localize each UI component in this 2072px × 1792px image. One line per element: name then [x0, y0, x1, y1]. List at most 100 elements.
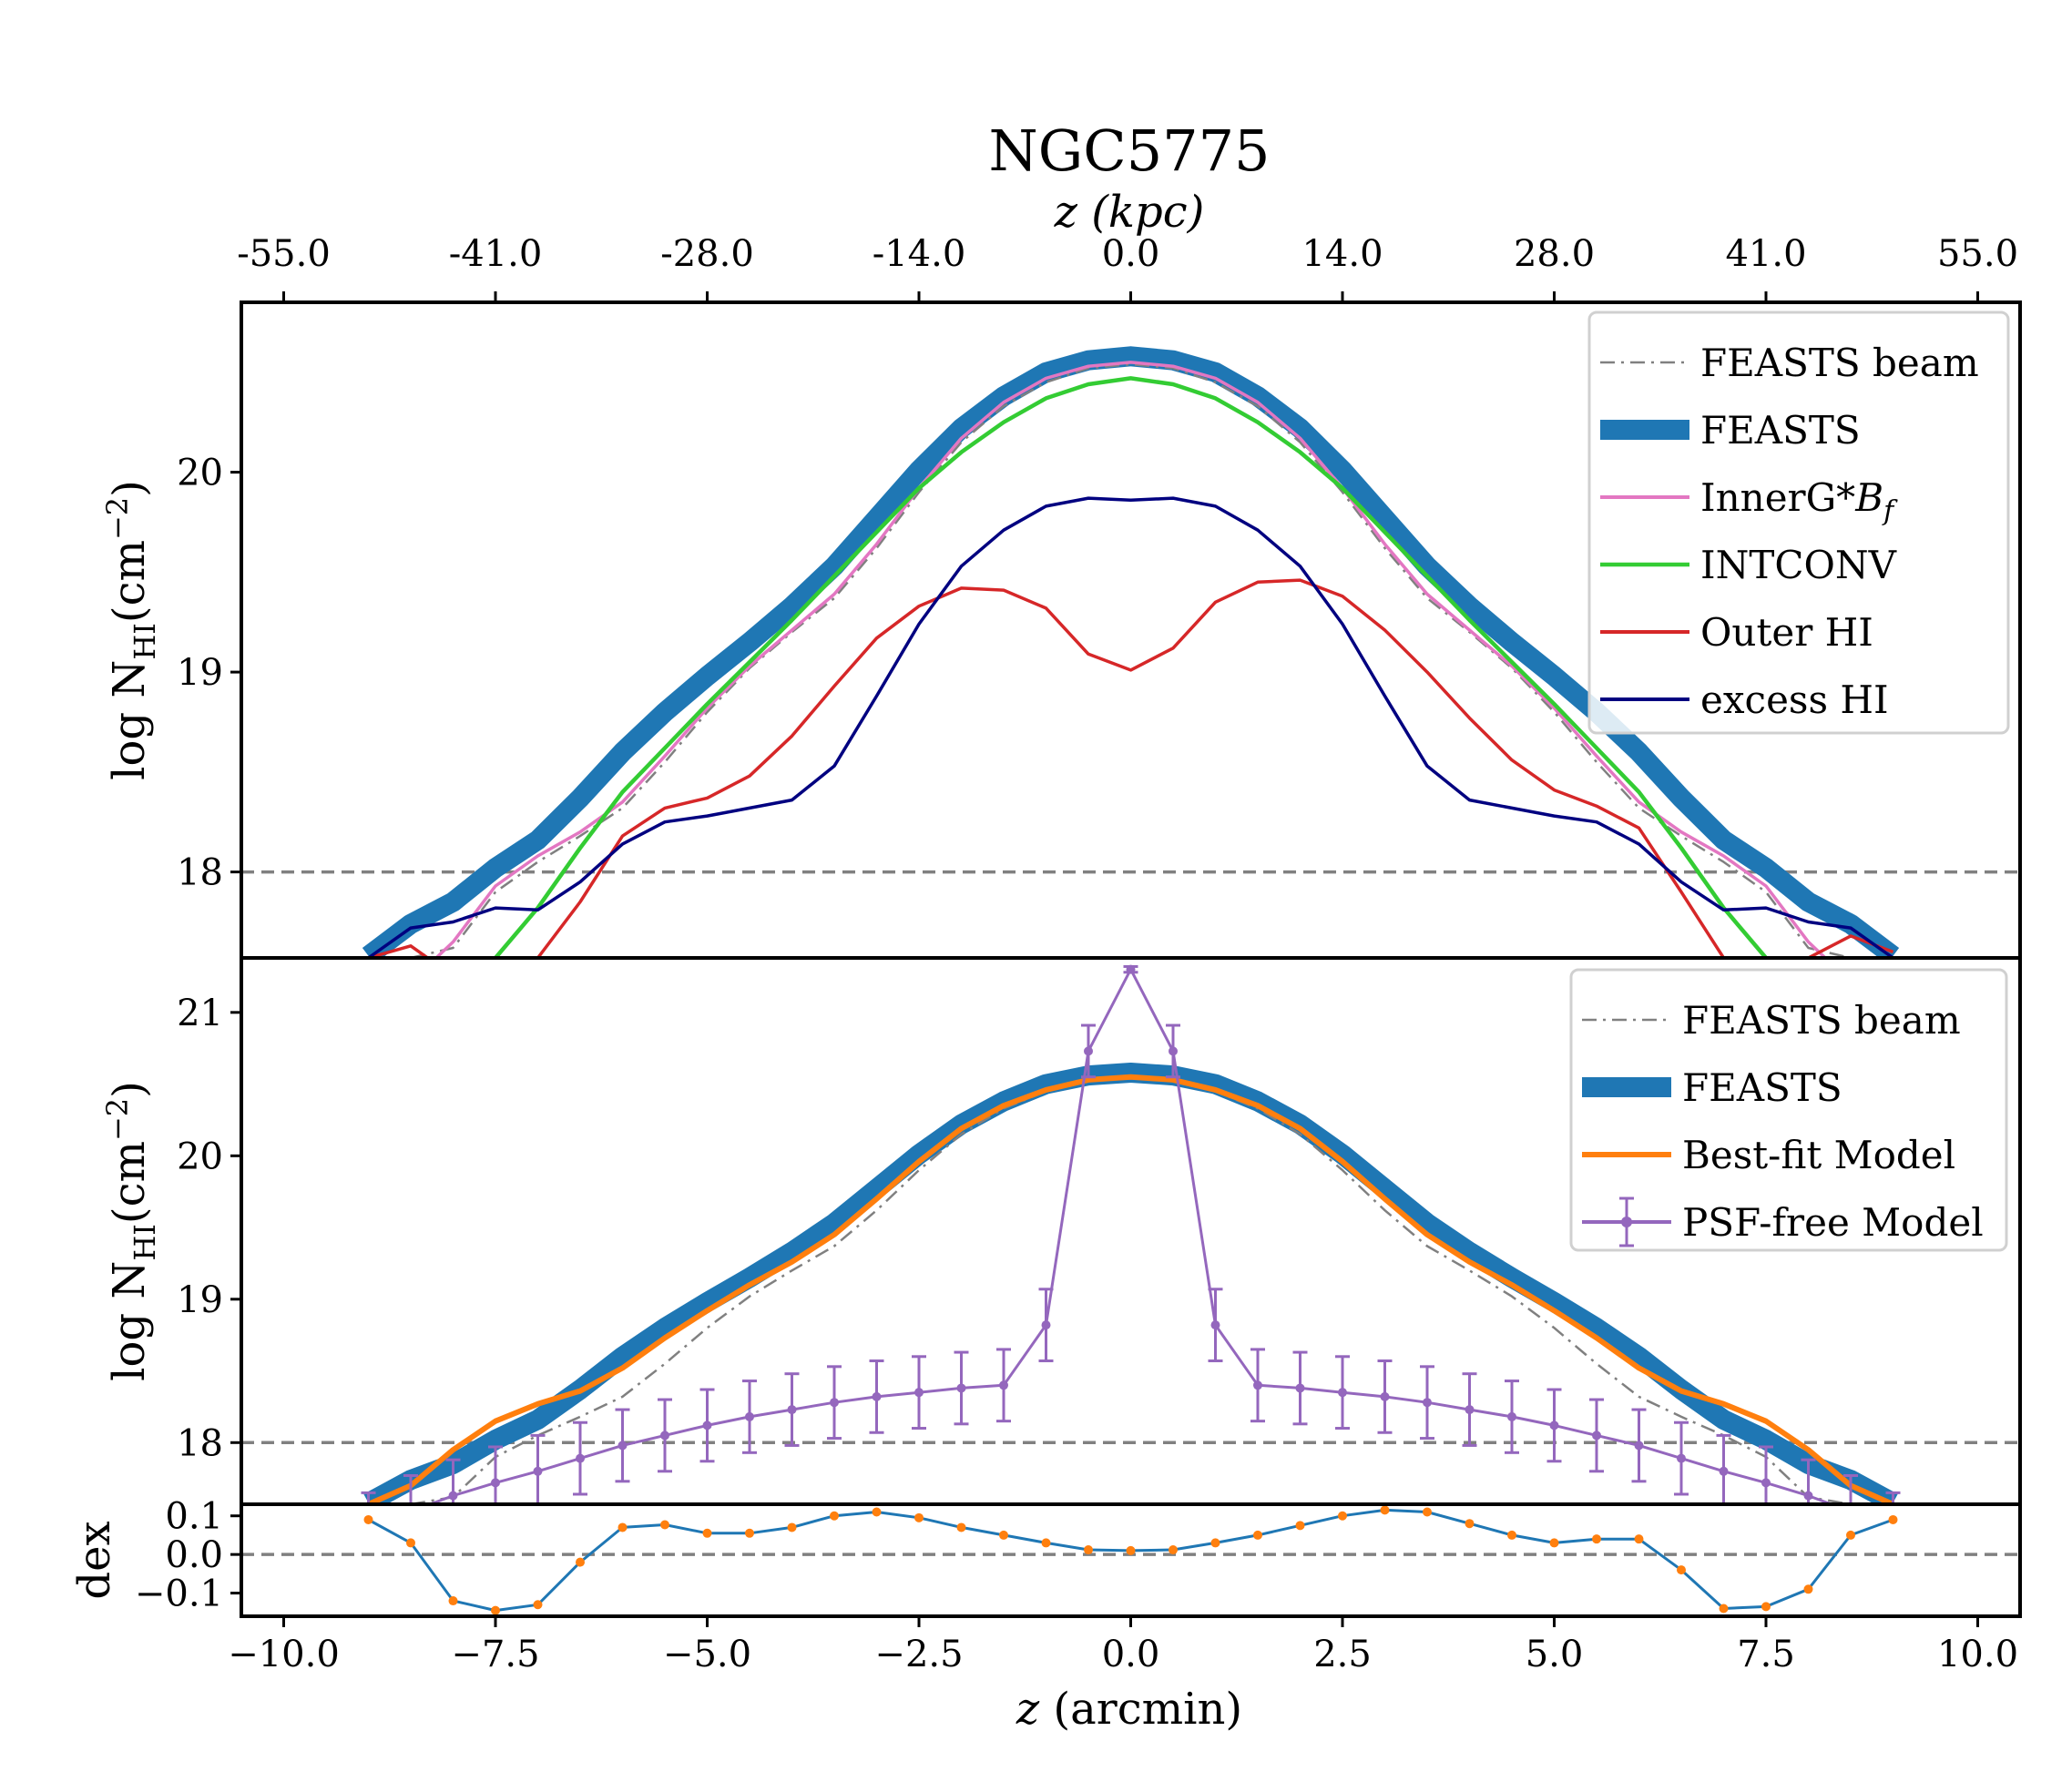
data-point [1210, 1320, 1220, 1330]
series-line-feasts_beam [410, 362, 1852, 958]
data-point [491, 1478, 500, 1488]
data-point [914, 1388, 924, 1398]
residual-point [1888, 1514, 1898, 1524]
residual-point [1803, 1584, 1813, 1594]
top-x-tick-label: 55.0 [1937, 233, 2018, 275]
data-point [1592, 1431, 1601, 1441]
top-x-tick-label: -28.0 [660, 233, 754, 275]
data-point [872, 1391, 882, 1401]
bottom-x-tick-label: −2.5 [874, 1634, 963, 1675]
residual-point [1719, 1604, 1729, 1614]
residual-point [787, 1522, 797, 1532]
legend-label: FEASTS [1682, 1065, 1842, 1110]
bottom-x-tick-label: −5.0 [663, 1634, 751, 1675]
residual-point [1380, 1505, 1390, 1515]
residual-point [914, 1512, 924, 1522]
middle-panel: 18 19 20 21 log NHI(cm−2) [100, 956, 2022, 1551]
bottom-axis-label: z (arcmin) [1016, 1684, 1242, 1735]
residual-point [533, 1600, 543, 1610]
y-tick-label: 19 [177, 1279, 223, 1321]
y-tick-label: 0.1 [165, 1496, 223, 1538]
residual-point [999, 1530, 1008, 1540]
top-axis-label: z (kpc) [1054, 187, 1205, 238]
legend-label: FEASTS [1700, 408, 1861, 453]
residual-point [618, 1522, 628, 1532]
bottom-panel-plot-area [241, 1505, 2020, 1615]
residual-point [1041, 1538, 1051, 1548]
residual-point [1338, 1511, 1347, 1521]
middle-panel-plot-area [241, 964, 2020, 1551]
residual-point [660, 1520, 669, 1530]
data-point [1253, 1380, 1262, 1390]
residual-point [956, 1522, 966, 1532]
bottom-x-tick-label: −7.5 [451, 1634, 539, 1675]
data-point [956, 1383, 966, 1393]
data-point [1295, 1383, 1305, 1393]
data-point [1169, 1046, 1178, 1056]
data-point [533, 1466, 543, 1476]
y-tick-label: −0.1 [135, 1573, 223, 1615]
data-point [1803, 1491, 1813, 1501]
residual-point [406, 1538, 415, 1548]
residual-point [1423, 1507, 1432, 1517]
y-tick-label: 18 [177, 852, 223, 894]
series-line-outer [368, 578, 1894, 958]
data-point [364, 1524, 373, 1533]
residual-point [1846, 1530, 1855, 1540]
residual-point [830, 1511, 839, 1521]
axes-frame [240, 1502, 2022, 1618]
residual-point [1592, 1534, 1601, 1544]
legend-label: FEASTS beam [1682, 998, 1961, 1043]
top-x-tick-label: 28.0 [1514, 233, 1595, 275]
data-point [322, 1542, 331, 1551]
data-point [1719, 1466, 1729, 1476]
y-tick-label: 21 [177, 993, 223, 1034]
bottom-x-tick-label: 2.5 [1313, 1634, 1372, 1675]
data-point [999, 1380, 1008, 1390]
residual-point [1761, 1602, 1771, 1612]
top-x-tick-label: -41.0 [449, 233, 543, 275]
top-panel-plot-area [241, 346, 2020, 958]
y-axis-label: log NHI(cm−2) [100, 480, 162, 780]
data-point [1338, 1388, 1347, 1398]
data-point [448, 1491, 458, 1501]
legend-label: excess HI [1700, 677, 1889, 722]
y-axis-label: dex [69, 1521, 120, 1599]
data-point [1549, 1420, 1559, 1431]
series-line-feasts [363, 1063, 1898, 1504]
residual-point [1634, 1534, 1644, 1544]
data-point [406, 1507, 415, 1516]
legend-label: Best-fit Model [1682, 1133, 1955, 1177]
data-point [1677, 1453, 1686, 1463]
data-point [1041, 1320, 1051, 1330]
residual-point [1465, 1519, 1475, 1529]
data-point [1084, 1046, 1093, 1056]
data-point [745, 1411, 754, 1421]
bottom-x-tick-label: 5.0 [1526, 1634, 1584, 1675]
data-point [1634, 1441, 1644, 1451]
residual-point [1677, 1565, 1686, 1575]
legend-label: FEASTS beam [1700, 341, 1979, 385]
residual-point [576, 1557, 585, 1567]
data-point [1126, 964, 1136, 974]
data-point [1931, 1542, 1940, 1551]
residual-point [1549, 1538, 1559, 1548]
data-point [1889, 1524, 1898, 1533]
residual-point [1084, 1545, 1093, 1555]
residual-point [872, 1507, 882, 1517]
data-point [660, 1431, 669, 1441]
bottom-x-tick-label: 10.0 [1937, 1634, 2018, 1675]
residual-point [448, 1596, 458, 1606]
data-point [618, 1441, 628, 1451]
y-tick-label: 19 [177, 652, 223, 694]
legend-frame [1587, 311, 2010, 735]
top-x-tick-label: -55.0 [237, 233, 331, 275]
bottom-x-tick-label: 7.5 [1737, 1634, 1795, 1675]
data-point [1423, 1398, 1432, 1408]
data-point [702, 1420, 712, 1431]
data-point [787, 1405, 797, 1415]
legend-label: PSF-free Model [1682, 1200, 1984, 1245]
legend-frame [1569, 968, 2008, 1252]
